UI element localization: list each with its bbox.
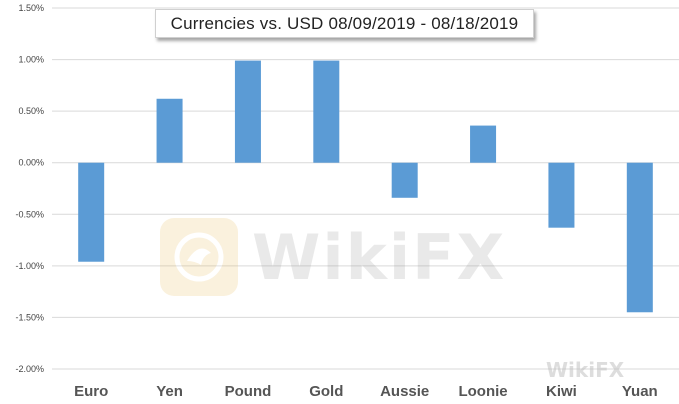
y-tick-label: -1.00%: [15, 261, 44, 271]
bar-euro: [78, 162, 105, 262]
bar-aussie: [391, 162, 418, 198]
bar-gold: [313, 60, 340, 163]
y-tick-label: 0.50%: [18, 106, 44, 116]
x-category-label: Loonie: [458, 383, 507, 400]
y-tick-label: -0.50%: [15, 209, 44, 219]
y-tick-label: 1.00%: [18, 55, 44, 65]
y-tick-label: -2.00%: [15, 364, 44, 374]
y-axis-tick-labels: 1.50% 1.00% 0.50% 0.00% -0.50% -1.00% -1.50% -2…: [15, 3, 44, 374]
bar-yen: [156, 98, 183, 163]
x-category-label: Kiwi: [546, 383, 577, 400]
y-tick-label: 0.00%: [18, 158, 44, 168]
bar-yuan: [626, 162, 653, 313]
x-category-label: Yuan: [622, 383, 658, 400]
chart-title: Currencies vs. USD 08/09/2019 - 08/18/20…: [155, 9, 534, 38]
y-tick-label: 1.50%: [18, 3, 44, 13]
gridlines: [52, 7, 679, 370]
x-category-label: Pound: [225, 383, 272, 400]
x-category-label: Gold: [309, 383, 343, 400]
x-axis-category-labels: Euro Yen Pound Gold Aussie Loonie Kiwi Yuan: [74, 383, 658, 400]
bar-pound: [234, 60, 261, 163]
bars: [78, 60, 653, 313]
y-tick-label: -1.50%: [15, 312, 44, 322]
x-category-label: Yen: [156, 383, 183, 400]
bar-kiwi: [548, 162, 575, 228]
bar-loonie: [470, 125, 497, 163]
watermark-small-text: WikiFX: [546, 358, 625, 382]
x-category-label: Aussie: [380, 383, 429, 400]
x-category-label: Euro: [74, 383, 108, 400]
